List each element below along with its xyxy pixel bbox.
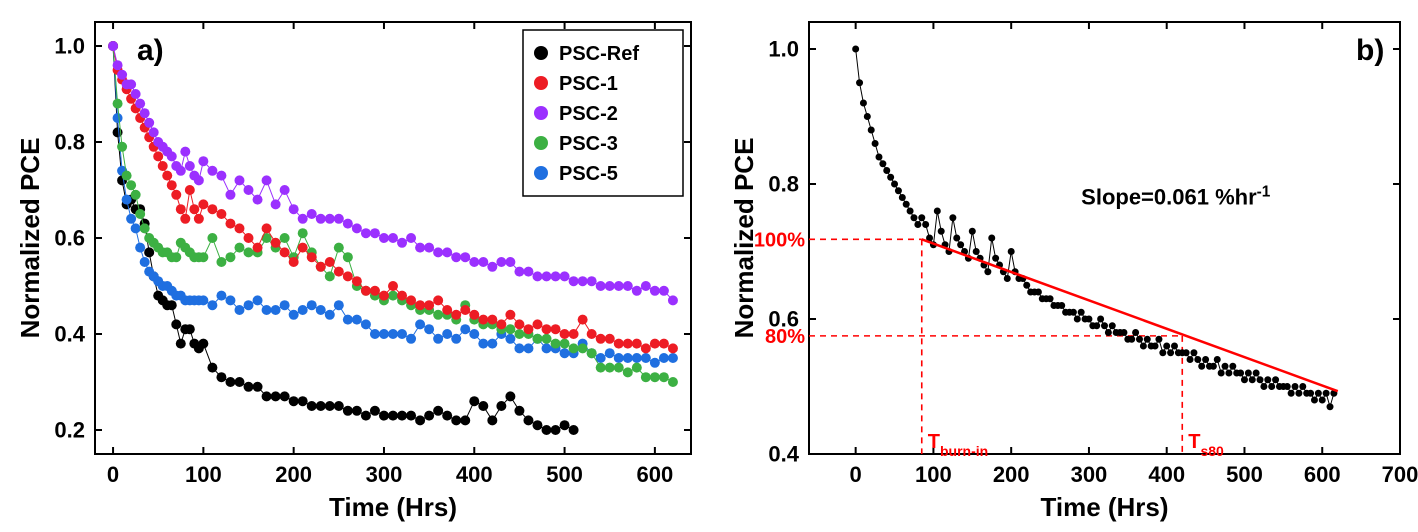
panel-label-a: a)	[137, 34, 164, 67]
x-tick-label: 500	[1226, 462, 1263, 487]
x-tick-label: 700	[1382, 462, 1418, 487]
panel-a: 0 100 200 300 400 500 600 0.2 0.4 0.6 0.8 1.0 Time (…	[0, 0, 709, 532]
legend-label: PSC-3	[559, 133, 618, 155]
x-axis-label: Time (Hrs)	[329, 492, 457, 522]
x-tick-label: 400	[456, 462, 493, 487]
y-axis-label: Normalized PCE	[15, 138, 45, 339]
x-tick-label: 200	[275, 462, 312, 487]
y-tick-label: 0.4	[54, 322, 85, 347]
legend-label: PSC-Ref	[559, 43, 639, 65]
y-tick-label: 1.0	[768, 37, 799, 62]
legend: PSC-Ref PSC-1 PSC-2 PSC-3 PSC-5	[523, 30, 683, 196]
panel-label-b: b)	[1356, 34, 1384, 67]
figure: 0 100 200 300 400 500 600 0.2 0.4 0.6 0.8 1.0 Time (…	[0, 0, 1418, 532]
y-tick-label: 0.2	[54, 418, 85, 443]
x-tick-label: 0	[107, 462, 119, 487]
x-tick-label: 300	[1071, 462, 1108, 487]
y-tick-label: 0.8	[54, 130, 85, 155]
y-tick-label: 0.4	[768, 442, 799, 467]
chart-b-svg: 01002003004005006007000.40.60.81.0Time (…	[709, 0, 1418, 532]
y-tick-label: 0.6	[54, 226, 85, 251]
x-tick-label: 600	[1304, 462, 1341, 487]
x-tick-label: 300	[366, 462, 403, 487]
x-tick-label: 100	[915, 462, 952, 487]
legend-marker	[534, 46, 548, 60]
fit-line	[922, 239, 1338, 391]
legend-marker	[534, 106, 548, 120]
pct100-label: 100%	[754, 229, 805, 251]
pct80-label: 80%	[765, 326, 805, 348]
panel-b: 01002003004005006007000.40.60.81.0Time (…	[709, 0, 1418, 532]
x-tick-label: 400	[1148, 462, 1185, 487]
x-tick-label: 100	[185, 462, 222, 487]
legend-marker	[534, 136, 548, 150]
x-tick-label: 500	[546, 462, 583, 487]
slope-annotation: Slope=0.061 %hr-1	[1081, 183, 1271, 210]
y-tick-label: 0.8	[768, 172, 799, 197]
x-tick-label: 600	[637, 462, 674, 487]
y-tick-label: 1.0	[54, 34, 85, 59]
legend-label: PSC-1	[559, 73, 618, 95]
x-tick-label: 200	[993, 462, 1030, 487]
legend-marker	[534, 166, 548, 180]
legend-label: PSC-2	[559, 103, 618, 125]
x-axis-label: Time (Hrs)	[1040, 492, 1168, 522]
legend-marker	[534, 76, 548, 90]
chart-a-svg: 0 100 200 300 400 500 600 0.2 0.4 0.6 0.8 1.0 Time (…	[0, 0, 709, 532]
x-tick-label: 0	[850, 462, 862, 487]
legend-label: PSC-5	[559, 163, 618, 185]
